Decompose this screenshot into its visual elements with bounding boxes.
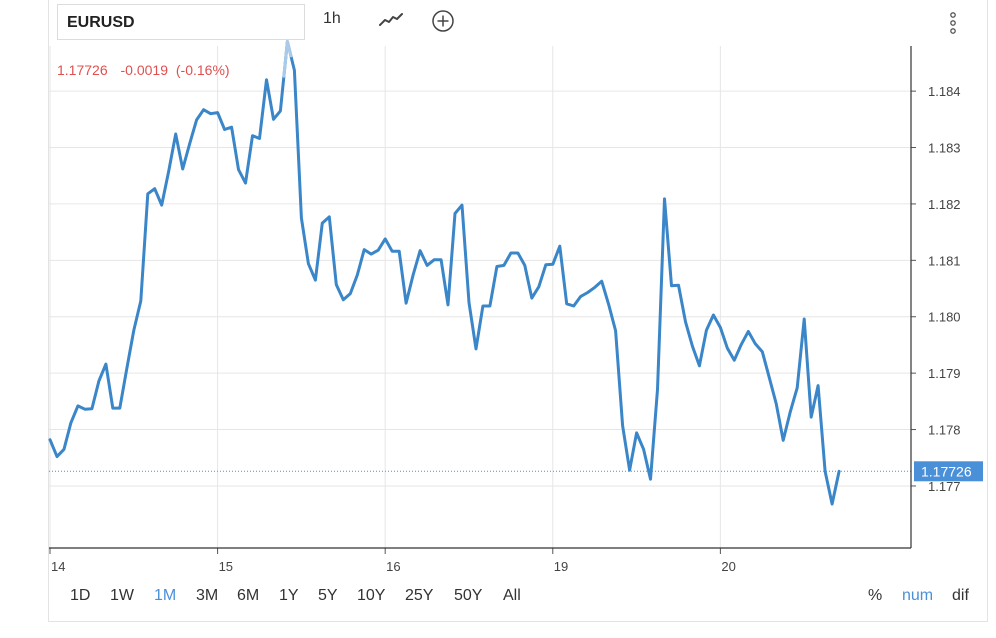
range-1m[interactable]: 1M [154, 587, 177, 604]
x-tick-label: 15 [219, 559, 233, 574]
range-5y[interactable]: 5Y [318, 587, 338, 604]
mode-dif[interactable]: dif [952, 587, 969, 604]
x-tick-label: 16 [386, 559, 400, 574]
y-axis-ticks: 1.177 1.178 1.179 1.180 1.181 1.182 1.183 1.184 [911, 84, 961, 494]
range-50y[interactable]: 50Y [454, 587, 483, 604]
y-tick-label: 1.179 [928, 366, 961, 381]
mode-num[interactable]: num [902, 587, 934, 604]
range-1w[interactable]: 1W [110, 587, 134, 604]
y-tick-label: 1.180 [928, 310, 961, 325]
symbol-input[interactable]: EURUSD [57, 4, 305, 40]
y-tick-label: 1.181 [928, 253, 961, 268]
chart-frame [48, 0, 988, 622]
y-tick-label: 1.182 [928, 197, 961, 212]
range-25y[interactable]: 25Y [405, 587, 434, 604]
y-tick-label: 1.177 [928, 479, 961, 494]
last-price-tag-label: 1.17726 [921, 463, 972, 479]
toolbar: EURUSD 1h [48, 0, 988, 46]
line-chart-icon[interactable] [378, 10, 404, 30]
range-10y[interactable]: 10Y [357, 587, 386, 604]
x-axis-ticks: 14 15 16 19 20 [49, 548, 736, 574]
range-1d[interactable]: 1D [70, 587, 91, 604]
range-3m[interactable]: 3M [196, 587, 219, 604]
quote-change: -0.0019 [121, 62, 169, 78]
range-1y[interactable]: 1Y [279, 587, 299, 604]
quote-price: 1.17726 [57, 62, 108, 78]
symbol-text: EURUSD [67, 14, 135, 31]
add-indicator-icon[interactable] [431, 9, 455, 33]
series-line [48, 40, 841, 506]
quote-readout: 1.17726 -0.0019 (-0.16%) [57, 62, 230, 78]
last-price-tag: 1.17726 [914, 461, 983, 482]
series-peak-highlight [282, 40, 293, 78]
x-tick-label: 19 [554, 559, 568, 574]
x-tick-label: 20 [721, 559, 735, 574]
y-tick-label: 1.183 [928, 141, 961, 156]
mode-percent[interactable]: % [868, 587, 883, 604]
range-6m[interactable]: 6M [237, 587, 260, 604]
last-price-tag-bg [914, 461, 983, 482]
y-tick-label: 1.178 [928, 423, 961, 438]
x-tick-label: 14 [51, 559, 65, 574]
quote-change-pct: (-0.16%) [176, 62, 230, 78]
more-options-icon[interactable] [943, 10, 963, 36]
y-tick-label: 1.184 [928, 84, 961, 99]
grid-lines [49, 46, 911, 548]
interval-button[interactable]: 1h [323, 10, 341, 27]
range-all[interactable]: All [503, 587, 521, 604]
